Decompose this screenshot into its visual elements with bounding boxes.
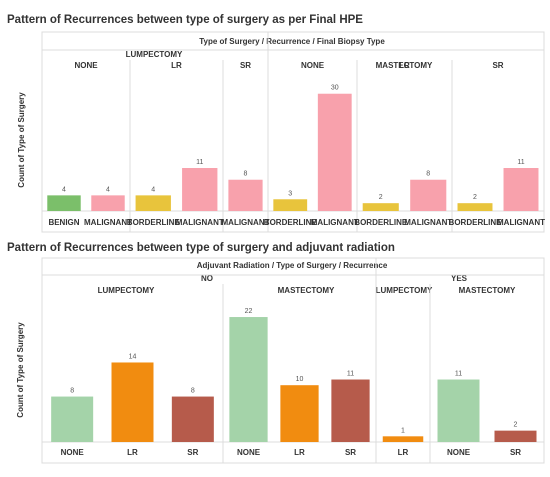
chart1-lr-malignant-value-label: 11 [196, 159, 203, 166]
chart2-no-mastectomy-none-bar [229, 317, 268, 442]
chart1-recurrence-header: LR [399, 61, 410, 70]
chart2-no-mastectomy-lr-category-label: LR [294, 448, 305, 457]
chart2-no-lumpectomy-lr-value-label: 14 [129, 353, 137, 360]
chart2-no-lumpectomy: LUMPECTOMY [98, 286, 155, 295]
chart2-no-mastectomy: MASTECTOMY [278, 286, 335, 295]
chart1-sr-borderline-bar [457, 203, 493, 211]
chart2-radiation-no: NO [201, 274, 213, 283]
chart1-none-benign-category-label: BENIGN [48, 218, 79, 227]
chart1-lr-borderline-bar [362, 203, 399, 211]
chart2-yes-lumpectomy-lr-bar [382, 436, 424, 442]
chart2-yes-mastectomy-sr-category-label: SR [510, 448, 521, 457]
chart1-none-malignant-category-label: MALIGNANT [311, 218, 359, 227]
chart2-no-mastectomy-sr-category-label: SR [345, 448, 356, 457]
chart1-lr-borderline-value-label: 4 [151, 186, 155, 193]
chart1-none-borderline-value-label: 3 [288, 190, 292, 197]
chart1-sr-malignant-bar [503, 168, 539, 211]
chart2-yes-mastectomy-none-value-label: 11 [455, 371, 462, 378]
chart1-recurrence-header: LR [171, 61, 182, 70]
chart2-no-lumpectomy-sr-value-label: 8 [191, 388, 195, 395]
chart2-yes-mastectomy: MASTECTOMY [459, 286, 516, 295]
chart2-no-mastectomy-sr-bar [331, 379, 370, 442]
chart2-yes-mastectomy-sr-value-label: 2 [514, 422, 518, 429]
chart2-no-mastectomy-none-value-label: 22 [245, 308, 253, 315]
chart1-lr-malignant-bar [182, 168, 218, 211]
chart1-recurrence-header: SR [492, 61, 503, 70]
chart1-none-malignant-category-label: MALIGNANT [84, 218, 132, 227]
chart1-lr-borderline-value-label: 2 [379, 194, 383, 201]
chart0-frame [41, 31, 545, 233]
chart2-no-lumpectomy-sr-category-label: SR [187, 448, 198, 457]
chart1-recurrence-header: NONE [74, 61, 98, 70]
chart2-yes-mastectomy-sr-bar [494, 430, 537, 442]
chart2-yes-lumpectomy-lr-value-label: 1 [401, 427, 405, 434]
chart1-lr-malignant-bar [410, 179, 447, 211]
chart1-none-borderline-bar [273, 199, 308, 211]
chart2-title: Pattern of Recurrences between type of s… [7, 242, 395, 254]
chart2-no-lumpectomy-lr-bar [111, 362, 154, 442]
chart1-none-borderline-category-label: BORDERLINE [264, 218, 318, 227]
chart1-lr-borderline-category-label: BORDERLINE [127, 218, 181, 227]
chart2-y-axis-label: Count of Type of Surgery [16, 322, 25, 418]
chart2-no-lumpectomy-none-value-label: 8 [70, 388, 74, 395]
chart1-frame [41, 257, 545, 464]
chart2-yes-mastectomy-none-category-label: NONE [447, 448, 471, 457]
chart2-radiation-yes: YES [451, 274, 468, 283]
chart1-lr-malignant-value-label: 8 [426, 171, 430, 178]
chart1-none-benign-bar [47, 195, 81, 211]
chart1-sr-malignant-value-label: 8 [244, 171, 248, 178]
chart2-yes-lumpectomy-lr-category-label: LR [398, 448, 409, 457]
chart2-no-lumpectomy-sr-bar [171, 396, 214, 442]
chart2-no-mastectomy-lr-bar [280, 385, 319, 442]
chart1-recurrence-header: SR [240, 61, 251, 70]
chart1-none-malignant-value-label: 30 [331, 85, 339, 92]
chart2-no-lumpectomy-none-category-label: NONE [61, 448, 85, 457]
chart2-no-mastectomy-sr-value-label: 11 [347, 371, 354, 378]
chart1-header-label: Type of Surgery / Recurrence / Final Bio… [199, 37, 385, 46]
chart1-none-malignant-value-label: 4 [106, 186, 110, 193]
chart1-none-malignant-bar [91, 195, 125, 211]
chart1-none-benign-value-label: 4 [62, 186, 66, 193]
chart2-yes-mastectomy-none-bar [437, 379, 480, 442]
chart1-sr-malignant-bar [228, 179, 263, 211]
chart1-lr-malignant-category-label: MALIGNANT [404, 218, 452, 227]
chart1-sr-malignant-category-label: MALIGNANT [222, 218, 270, 227]
chart1-lr-malignant-category-label: MALIGNANT [176, 218, 224, 227]
chart2-no-lumpectomy-lr-category-label: LR [127, 448, 138, 457]
chart2-no-mastectomy-lr-value-label: 10 [296, 376, 304, 383]
chart1-none-malignant-bar [317, 93, 352, 211]
chart1-group-mastectomy: MASTECTOMY [376, 61, 433, 70]
chart1-sr-malignant-value-label: 11 [517, 159, 524, 166]
chart2-no-lumpectomy-none-bar [51, 396, 94, 442]
chart1-lr-borderline-category-label: BORDERLINE [354, 218, 408, 227]
chart1-sr-borderline-value-label: 2 [473, 194, 477, 201]
chart1-sr-borderline-category-label: BORDERLINE [449, 218, 503, 227]
chart2-no-mastectomy-none-category-label: NONE [237, 448, 261, 457]
chart1-title: Pattern of Recurrences between type of s… [7, 14, 363, 26]
chart1-lr-borderline-bar [135, 195, 171, 211]
chart2-header-label: Adjuvant Radiation / Type of Surgery / R… [197, 261, 388, 270]
chart1-group-lumpectomy: LUMPECTOMY [126, 50, 183, 59]
chart1-y-axis-label: Count of Type of Surgery [17, 92, 26, 188]
chart1-sr-malignant-category-label: MALIGNANT [497, 218, 545, 227]
chart1-recurrence-header: NONE [301, 61, 325, 70]
chart2-yes-lumpectomy: LUMPECTOMY [376, 286, 433, 295]
